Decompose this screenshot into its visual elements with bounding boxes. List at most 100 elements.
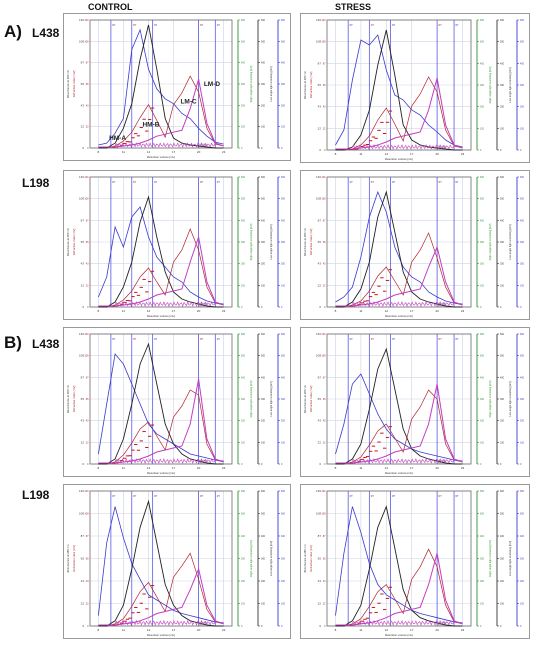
- right-tick-label: 100: [241, 603, 246, 606]
- left-tick-label-2: 130: [321, 176, 326, 179]
- right-tick-label: 600: [500, 333, 505, 336]
- right-tick-label: 100: [520, 441, 525, 444]
- right-tick-label: 600: [281, 490, 286, 493]
- left-tick-label: 108: [316, 354, 321, 358]
- right-tick-label: 100: [281, 603, 286, 606]
- plot-frame: [326, 490, 472, 627]
- series-baseline-noise: [352, 619, 455, 626]
- right-tick-label: 600: [500, 19, 505, 22]
- flag-marker: RT: [154, 495, 158, 498]
- right-tick-label: 600: [241, 176, 246, 179]
- right-axis-label: Right angle light scattering [mV]: [488, 380, 492, 417]
- right-tick-label: 100: [261, 603, 266, 606]
- y-axis-label-ri: Refractive index [mV]: [309, 228, 313, 255]
- right-tick-label: 0: [241, 463, 243, 466]
- x-tick-label: 14: [385, 466, 389, 470]
- right-tick-label: 500: [261, 198, 266, 201]
- left-tick-label: 87: [318, 375, 322, 379]
- left-tick-label: 43: [318, 419, 322, 423]
- left-tick-label-2: 87: [323, 535, 326, 538]
- right-axis-label: Low angle light scattering [mV]: [269, 224, 273, 260]
- left-tick-label-2: 65: [86, 558, 89, 561]
- right-tick-label: 0: [281, 147, 283, 150]
- right-tick-label: 400: [500, 219, 505, 222]
- integration-hatch: [349, 110, 393, 151]
- right-tick-label: 600: [261, 333, 266, 336]
- x-tick-label: 11: [122, 628, 125, 632]
- x-tick-label: 14: [385, 152, 389, 156]
- x-tick-label: 17: [172, 309, 176, 313]
- left-tick-label: 130: [79, 175, 84, 179]
- right-tick-label: 0: [261, 306, 263, 309]
- left-tick-label-2: 108: [84, 355, 89, 358]
- flag-marker: RT: [112, 495, 116, 498]
- left-tick-label: 130: [316, 18, 321, 22]
- left-tick-label: 0: [319, 148, 321, 152]
- x-axis-label: Retention volume [mL]: [385, 633, 413, 637]
- right-tick-label: 200: [480, 106, 485, 109]
- header-control: CONTROL: [88, 2, 133, 12]
- right-tick-label: 500: [480, 41, 485, 44]
- right-tick-label: 400: [500, 376, 505, 379]
- left-tick-label-2: 87: [323, 376, 326, 379]
- series-light-scattering: [98, 195, 224, 308]
- series-baseline-noise: [114, 458, 216, 464]
- left-tick-label: 43: [318, 105, 322, 109]
- chart-panel-b-l438-control: 130 130 108 108 87 87 65 65 43 43 22 22 0 0 Absorbance…: [63, 327, 291, 477]
- right-axis-label: Right angle light scattering [mV]: [249, 380, 253, 417]
- left-tick-label-2: 108: [84, 513, 89, 516]
- flag-marker: RT: [217, 181, 221, 184]
- x-tick-label: 17: [410, 466, 414, 470]
- right-tick-label: 0: [281, 306, 283, 309]
- flag-marker: RT: [133, 181, 137, 184]
- x-axis-label: Retention volume [mL]: [385, 157, 413, 161]
- right-tick-label: 400: [520, 535, 525, 538]
- series-baseline-noise: [352, 458, 455, 464]
- x-tick-label: 8: [335, 466, 337, 470]
- right-tick-label: 600: [281, 19, 286, 22]
- series-absorbance: [335, 190, 463, 305]
- right-axis-label: Low angle light scattering [mV]: [269, 381, 273, 417]
- series-baseline-noise: [114, 301, 216, 307]
- left-tick-label: 87: [81, 218, 85, 222]
- right-tick-label: 200: [500, 263, 505, 266]
- left-tick-label: 22: [318, 602, 322, 606]
- series-light-scattering: [98, 342, 224, 465]
- x-tick-label: 14: [147, 466, 151, 470]
- left-tick-label-2: 22: [86, 284, 89, 287]
- right-tick-label: 500: [500, 513, 505, 516]
- right-tick-label: 100: [520, 127, 525, 130]
- left-tick-label-2: 87: [323, 219, 326, 222]
- right-tick-label: 100: [261, 126, 266, 129]
- right-tick-label: 600: [261, 490, 266, 493]
- x-tick-label: 8: [335, 628, 337, 632]
- right-tick-label: 100: [500, 441, 505, 444]
- x-tick-label: 23: [461, 152, 465, 156]
- left-tick-label: 87: [318, 61, 322, 65]
- x-tick-label: 17: [410, 152, 414, 156]
- left-tick-label: 130: [79, 489, 84, 493]
- flag-marker: RT: [154, 24, 158, 27]
- left-tick-label-2: 0: [87, 625, 89, 628]
- series-light-scattering: [335, 190, 463, 308]
- x-tick-label: 8: [335, 309, 337, 313]
- x-tick-label: 23: [461, 466, 465, 470]
- y-axis-label-absorbance: Absorbance at 280 nm: [303, 384, 307, 413]
- left-tick-label-2: 108: [321, 198, 326, 201]
- left-tick-label-2: 22: [86, 603, 89, 606]
- x-tick-label: 14: [385, 309, 389, 313]
- left-tick-label-2: 108: [321, 41, 326, 44]
- left-tick-label-2: 43: [323, 263, 326, 266]
- left-tick-label-2: 130: [321, 490, 326, 493]
- right-tick-label: 300: [241, 241, 246, 244]
- series-viscometer: [335, 77, 463, 150]
- left-tick-label-2: 43: [86, 263, 89, 266]
- flag-marker: RT: [392, 181, 396, 184]
- right-tick-label: 200: [520, 106, 525, 109]
- right-tick-label: 200: [261, 104, 266, 107]
- plot-frame: [89, 490, 233, 627]
- left-tick-label-2: 87: [86, 376, 89, 379]
- right-tick-label: 400: [281, 535, 286, 538]
- right-tick-label: 100: [500, 127, 505, 130]
